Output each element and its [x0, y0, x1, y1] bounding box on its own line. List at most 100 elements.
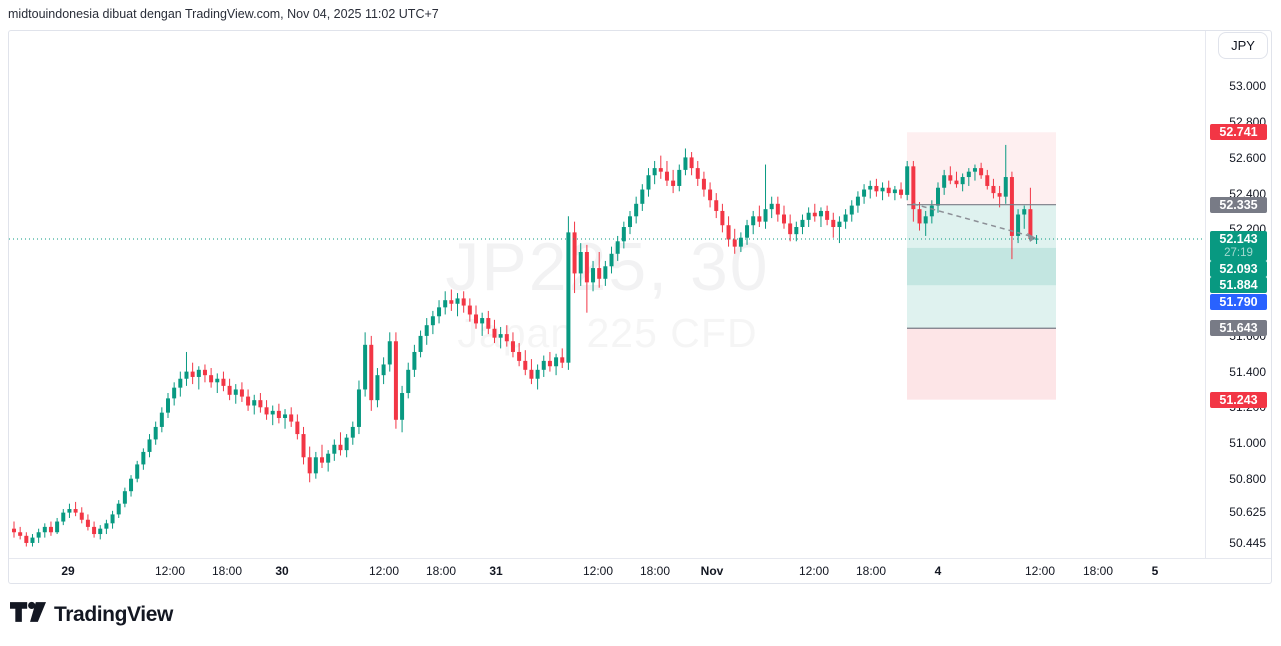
- candle-body: [899, 189, 904, 195]
- candle-body: [116, 503, 121, 515]
- candle-body: [917, 209, 922, 224]
- candle-body: [387, 341, 392, 365]
- candle-body: [609, 253, 614, 267]
- candle-body: [184, 371, 189, 379]
- candle-body: [825, 210, 830, 220]
- candle-body: [689, 157, 694, 169]
- candle-body: [283, 414, 288, 419]
- candle-body: [997, 193, 1002, 197]
- price-badge: 51.884: [1210, 277, 1267, 293]
- candle-body: [369, 344, 374, 401]
- candle-body: [658, 168, 663, 172]
- time-axis-label: 18:00: [855, 564, 887, 578]
- candle-body: [85, 519, 90, 527]
- price-axis-separator: [1205, 31, 1206, 558]
- candle-body: [800, 219, 805, 228]
- candle-body: [615, 241, 620, 254]
- candle-body: [430, 316, 435, 326]
- candle-body: [492, 328, 497, 338]
- candle-body: [880, 187, 885, 192]
- candle-body: [449, 300, 454, 304]
- candle-body: [418, 335, 423, 352]
- price-axis-label: 50.445: [1229, 536, 1266, 550]
- candle-body: [24, 535, 29, 543]
- candle-body: [381, 364, 386, 376]
- long-stop-zone[interactable]: [907, 328, 1056, 400]
- candle-body: [55, 521, 60, 533]
- candle-body: [486, 318, 491, 329]
- time-axis-label: 18:00: [639, 564, 671, 578]
- candle-body: [480, 318, 485, 324]
- candle-body: [862, 189, 867, 197]
- candle-body: [264, 407, 269, 415]
- candle-body: [270, 410, 275, 415]
- currency-toggle-button[interactable]: JPY: [1218, 32, 1268, 59]
- candle-body: [344, 437, 349, 451]
- candle-body: [929, 205, 934, 217]
- candle-body: [221, 378, 226, 386]
- long-profit-zone[interactable]: [907, 247, 1056, 329]
- price-badge-value: 52.335: [1219, 198, 1258, 212]
- candle-body: [239, 389, 244, 397]
- price-badge: 52.335: [1210, 197, 1267, 213]
- candle-body: [628, 216, 632, 228]
- price-badge: 52.093: [1210, 261, 1267, 277]
- candle-body: [295, 421, 300, 435]
- price-badge: 52.741: [1210, 124, 1267, 140]
- candle-body: [818, 210, 823, 217]
- price-badge: 51.243: [1210, 392, 1267, 408]
- candle-body: [923, 216, 928, 224]
- candle-body: [498, 334, 503, 338]
- candle-body: [67, 509, 72, 513]
- candle-body: [12, 528, 16, 533]
- candle-body: [591, 268, 596, 283]
- candle-body: [603, 266, 608, 279]
- candle-body: [732, 239, 737, 247]
- candle-body: [640, 189, 645, 204]
- price-badge: 51.643: [1210, 320, 1267, 336]
- candle-body: [276, 410, 281, 419]
- candle-body: [714, 200, 719, 211]
- candle-body: [467, 305, 472, 315]
- candle-body: [412, 351, 417, 370]
- candle-body: [313, 457, 318, 474]
- candle-body: [560, 357, 565, 363]
- candle-body: [942, 175, 947, 188]
- candle-body: [209, 375, 214, 383]
- candle-body: [738, 237, 743, 247]
- candle-body: [301, 434, 306, 458]
- candle-body: [621, 227, 626, 242]
- candle-body: [757, 216, 762, 222]
- candle-body: [517, 351, 522, 361]
- candle-body: [892, 189, 897, 194]
- price-badge-value: 52.741: [1219, 125, 1258, 139]
- candle-body: [332, 444, 337, 454]
- candle-body: [363, 344, 368, 390]
- candle-body: [307, 457, 312, 474]
- candle-body: [1009, 177, 1014, 236]
- time-axis-label: 12:00: [1024, 564, 1056, 578]
- overlay-lines[interactable]: [9, 203, 1205, 329]
- candle-body: [258, 400, 263, 408]
- tradingview-logo[interactable]: TradingView: [10, 597, 173, 632]
- candle-body: [701, 178, 706, 190]
- candle-body: [356, 389, 361, 427]
- candle-body: [215, 378, 220, 383]
- candle-body: [664, 171, 669, 181]
- candle-body: [769, 203, 774, 210]
- candle-body: [535, 369, 540, 379]
- price-axis-label: 53.000: [1229, 79, 1266, 93]
- candle-body: [98, 528, 103, 535]
- attribution-text: midtouindonesia dibuat dengan TradingVie…: [8, 7, 439, 21]
- candle-body: [406, 369, 411, 394]
- candle-body: [708, 189, 713, 201]
- candle-body: [437, 307, 442, 317]
- candle-body: [695, 168, 700, 179]
- time-axis-label: 18:00: [211, 564, 243, 578]
- candle-body: [911, 166, 916, 210]
- candle-body: [566, 232, 571, 363]
- candle-body: [233, 389, 238, 395]
- dashed-trendline[interactable]: [912, 203, 1034, 238]
